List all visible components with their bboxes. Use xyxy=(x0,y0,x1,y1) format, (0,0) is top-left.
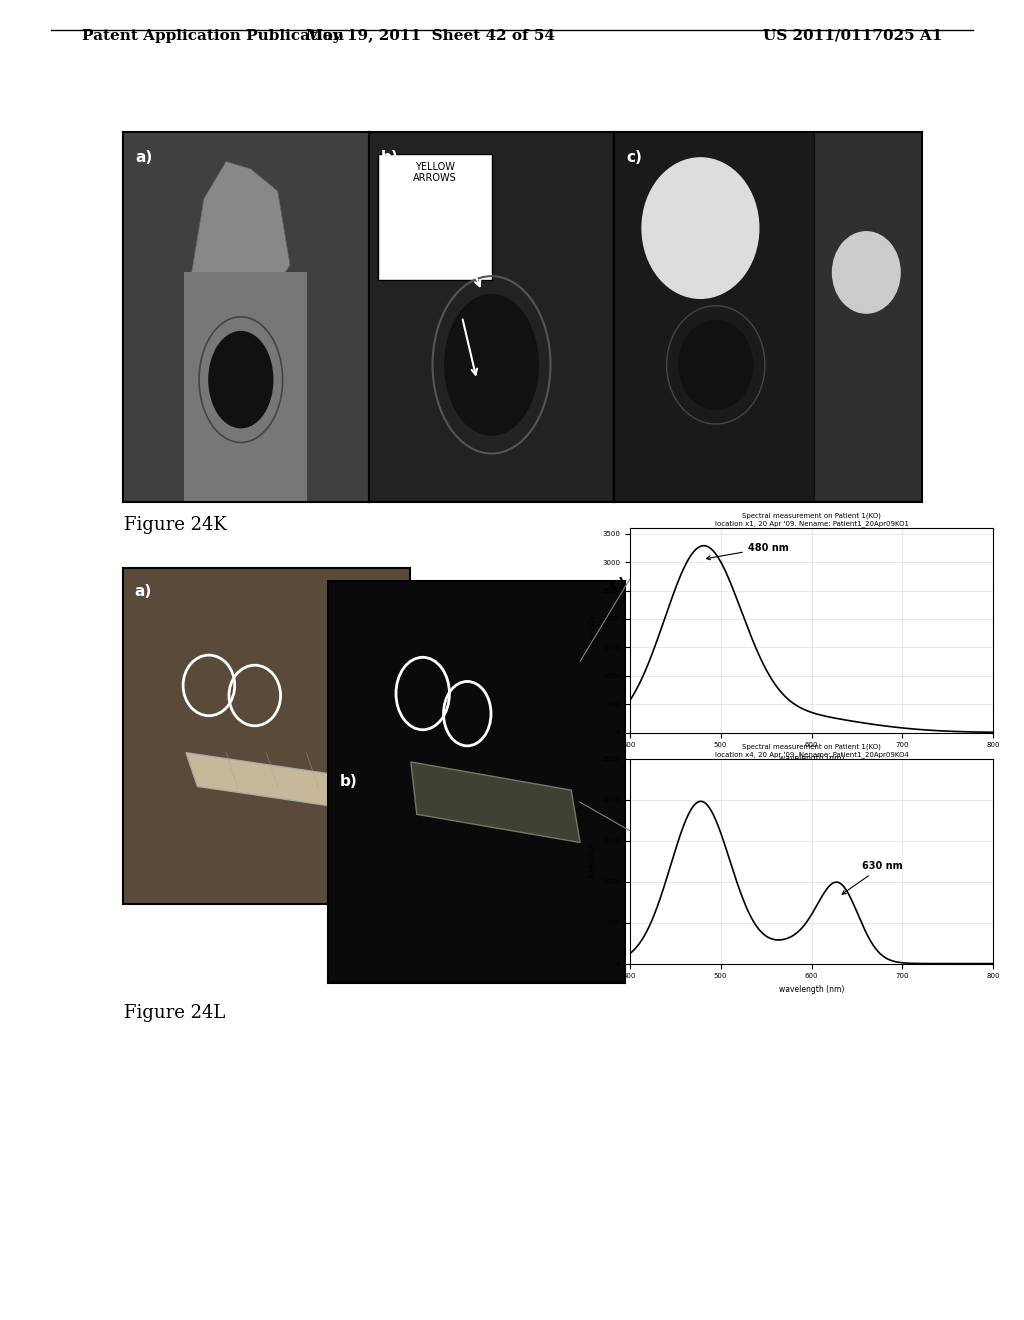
Circle shape xyxy=(444,294,539,436)
Text: May 19, 2011  Sheet 42 of 54: May 19, 2011 Sheet 42 of 54 xyxy=(305,29,555,42)
Y-axis label: Intensity: Intensity xyxy=(588,614,597,647)
Text: c): c) xyxy=(609,577,626,591)
Bar xyxy=(379,154,492,280)
Polygon shape xyxy=(191,161,290,302)
Y-axis label: Intensity: Intensity xyxy=(588,845,597,878)
Circle shape xyxy=(209,331,272,428)
Text: Patent Application Publication: Patent Application Publication xyxy=(82,29,344,42)
Title: Spectral measurement on Patient 1(KO)
location x1, 20 Apr '09. Nename: Patient1_: Spectral measurement on Patient 1(KO) lo… xyxy=(715,512,908,527)
Text: YELLOW
ARROWS: YELLOW ARROWS xyxy=(413,161,457,183)
Text: b): b) xyxy=(340,774,357,789)
Circle shape xyxy=(642,158,759,298)
Circle shape xyxy=(833,232,900,313)
Polygon shape xyxy=(186,752,358,810)
Circle shape xyxy=(679,321,753,409)
Text: Figure 24L: Figure 24L xyxy=(124,1005,225,1022)
Text: 630 nm: 630 nm xyxy=(842,862,902,894)
Polygon shape xyxy=(411,762,580,842)
Text: 480 nm: 480 nm xyxy=(707,543,788,560)
Text: US 2011/0117025 A1: US 2011/0117025 A1 xyxy=(763,29,942,42)
Text: a): a) xyxy=(135,150,153,165)
X-axis label: wavelength (nm): wavelength (nm) xyxy=(779,985,844,994)
Text: Figure 24K: Figure 24K xyxy=(124,516,226,533)
Bar xyxy=(814,132,922,502)
Text: c): c) xyxy=(627,150,643,165)
Text: b): b) xyxy=(381,150,398,165)
Polygon shape xyxy=(184,272,307,502)
Text: a): a) xyxy=(134,585,152,599)
Title: Spectral measurement on Patient 1(KO)
location x4, 20 Apr '09. Nename: Patient1_: Spectral measurement on Patient 1(KO) lo… xyxy=(715,743,908,758)
X-axis label: wavelength (nm): wavelength (nm) xyxy=(779,754,844,763)
